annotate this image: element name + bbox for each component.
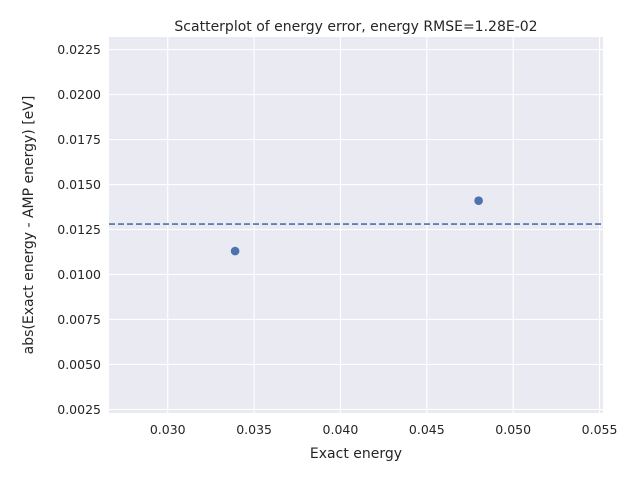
- y-tick-label: 0.0075: [57, 312, 101, 327]
- x-tick-label: 0.040: [323, 422, 359, 437]
- grid-lines: [109, 37, 603, 413]
- x-tick-label: 0.045: [409, 422, 445, 437]
- y-tick-label: 0.0125: [57, 222, 101, 237]
- y-tick-label: 0.0200: [57, 87, 101, 102]
- y-tick-label: 0.0175: [57, 132, 101, 147]
- data-points: [230, 196, 483, 256]
- x-tick-label: 0.030: [150, 422, 186, 437]
- chart-title: Scatterplot of energy error, energy RMSE…: [174, 19, 537, 35]
- x-tick-label: 0.055: [582, 422, 618, 437]
- x-axis-label: Exact energy: [310, 446, 402, 462]
- x-tick-label: 0.050: [495, 422, 531, 437]
- y-tick-label: 0.0225: [57, 42, 101, 57]
- y-tick-label: 0.0050: [57, 357, 101, 372]
- plot-area: [109, 37, 603, 413]
- x-tick-label: 0.035: [236, 422, 272, 437]
- y-tick-label: 0.0150: [57, 177, 101, 192]
- data-point: [230, 246, 240, 256]
- y-tick-label: 0.0025: [57, 402, 101, 417]
- y-axis-label: abs(Exact energy - AMP energy) [eV]: [21, 96, 37, 355]
- data-point: [474, 196, 483, 206]
- tick-labels: 0.030 0.035 0.040 0.045 0.050 0.055 0.0025 0.00…: [57, 42, 617, 437]
- y-tick-label: 0.0100: [57, 267, 101, 282]
